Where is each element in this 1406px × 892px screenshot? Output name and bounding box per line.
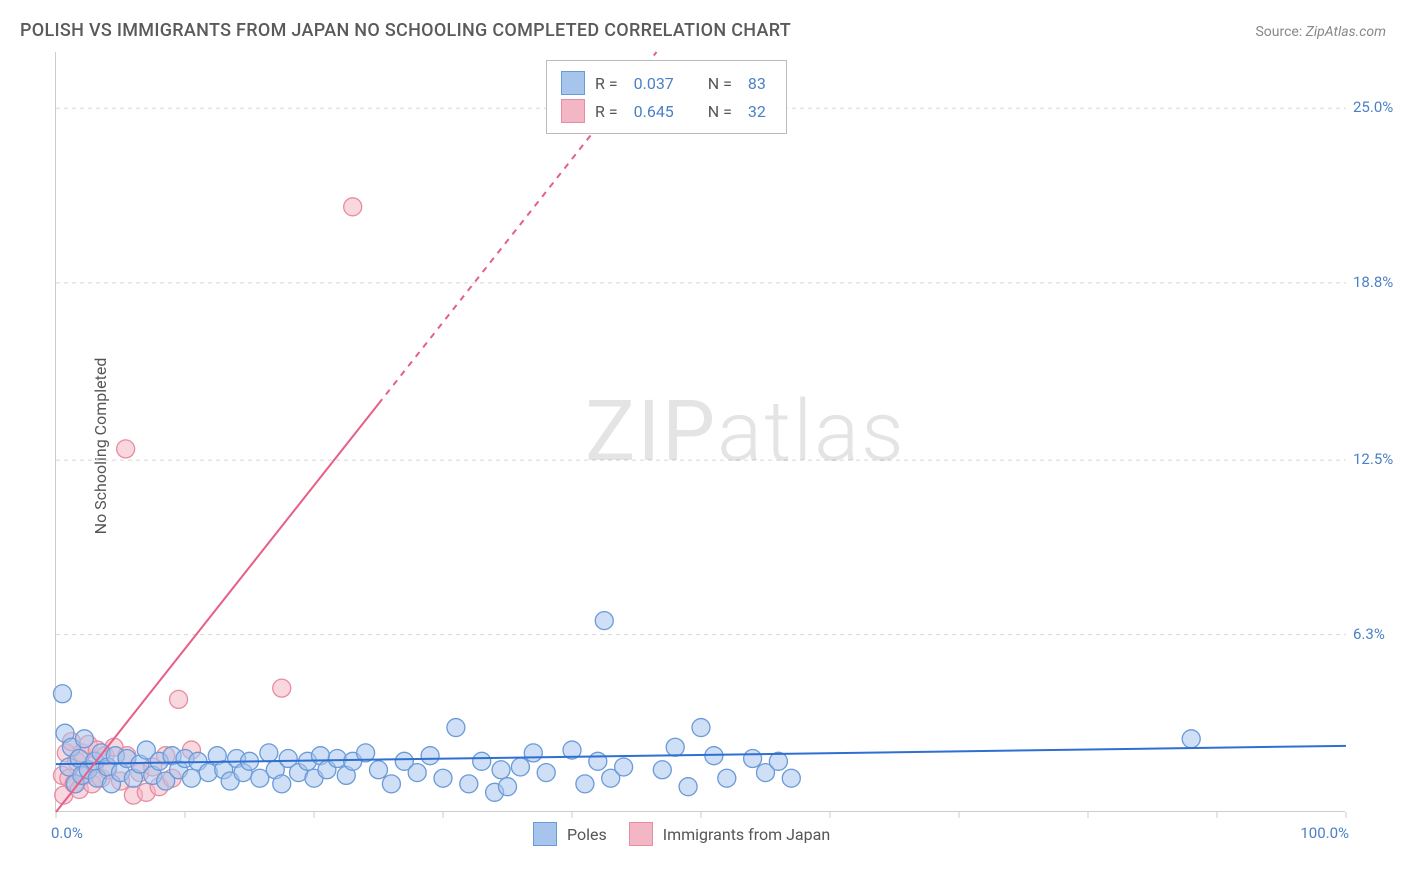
correlation-stats-box: R = 0.037 N = 83 R = 0.645 N = 32 — [546, 60, 787, 134]
scatter-chart — [55, 52, 1345, 812]
swatch-japan — [561, 99, 585, 123]
legend: Poles Immigrants from Japan — [533, 822, 830, 846]
chart-title: POLISH VS IMMIGRANTS FROM JAPAN NO SCHOO… — [20, 20, 791, 41]
y-tick-label: 25.0% — [1353, 98, 1393, 116]
y-tick-label: 6.3% — [1353, 625, 1385, 643]
plot-area: ZIPatlas 6.3%12.5%18.8%25.0% 0.0% 100.0%… — [55, 52, 1345, 812]
chart-header: POLISH VS IMMIGRANTS FROM JAPAN NO SCHOO… — [20, 20, 1386, 41]
legend-item-japan: Immigrants from Japan — [629, 822, 830, 846]
stats-row-poles: R = 0.037 N = 83 — [561, 69, 772, 97]
swatch-poles — [533, 822, 557, 846]
stats-row-japan: R = 0.645 N = 32 — [561, 97, 772, 125]
y-tick-label: 12.5% — [1353, 450, 1393, 468]
source-credit: Source: ZipAtlas.com — [1255, 24, 1386, 40]
x-min-label: 0.0% — [51, 824, 83, 842]
x-max-label: 100.0% — [1300, 824, 1349, 842]
legend-item-poles: Poles — [533, 822, 607, 846]
y-tick-label: 18.8% — [1353, 273, 1393, 291]
swatch-japan — [629, 822, 653, 846]
swatch-poles — [561, 71, 585, 95]
